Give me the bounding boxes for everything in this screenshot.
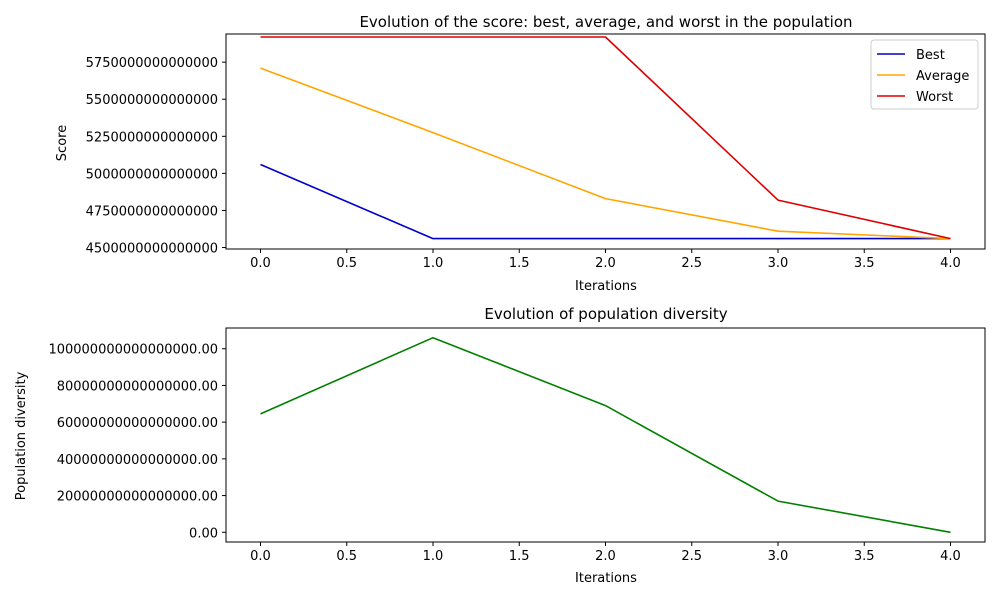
diversity-chart-lines — [260, 336, 951, 534]
y-tick-label: 4750000000000000 — [86, 204, 218, 219]
score-chart-legend: Best Average Worst — [870, 39, 979, 110]
legend-label-best: Best — [916, 48, 945, 63]
x-tick-label: 0.0 — [250, 549, 271, 564]
y-tick-label: 80000000000000000.00 — [57, 379, 218, 394]
x-tick-label: 0.0 — [250, 256, 271, 271]
x-tick-label: 3.0 — [768, 549, 789, 564]
y-tick-label: 5500000000000000 — [86, 93, 218, 108]
x-tick-label: 2.0 — [595, 256, 616, 271]
score-chart-x-axis-label: Iterations — [575, 279, 637, 294]
diversity-chart-y-axis-label: Population diversity — [14, 371, 29, 500]
y-tick-label: 5250000000000000 — [86, 130, 218, 145]
diversity-chart-title: Evolution of population diversity — [484, 305, 727, 323]
score-chart-lines — [260, 36, 951, 240]
y-tick-label: 0.00 — [189, 526, 218, 541]
legend-label-worst: Worst — [916, 90, 953, 105]
x-tick-label: 0.5 — [336, 256, 357, 271]
score-chart: Evolution of the score: best, average, a… — [55, 13, 986, 294]
y-tick-label: 100000000000000000.00 — [48, 343, 218, 358]
y-tick-label: 40000000000000000.00 — [57, 453, 218, 468]
diversity-chart-y-ticks: 0.00 20000000000000000.00 4000000000000000… — [48, 343, 226, 541]
x-tick-label: 2.5 — [681, 549, 702, 564]
y-tick-label: 5750000000000000 — [86, 56, 218, 71]
score-chart-y-ticks: 4500000000000000 4750000000000000 50000000… — [86, 56, 226, 257]
x-tick-label: 2.5 — [681, 256, 702, 271]
score-chart-x-ticks: 0.0 0.5 1.0 1.5 2.0 2.5 3.0 3.5 4.0 — [250, 249, 961, 271]
y-tick-label: 4500000000000000 — [86, 242, 218, 257]
x-tick-label: 1.0 — [423, 256, 444, 271]
x-tick-label: 3.5 — [854, 256, 875, 271]
series-line-worst — [260, 36, 951, 240]
x-tick-label: 1.5 — [509, 549, 530, 564]
diversity-chart-x-ticks: 0.0 0.5 1.0 1.5 2.0 2.5 3.0 3.5 4.0 — [250, 542, 961, 564]
legend-label-average: Average — [916, 69, 969, 84]
x-tick-label: 3.5 — [854, 549, 875, 564]
x-tick-label: 1.5 — [509, 256, 530, 271]
score-chart-y-axis-label: Score — [55, 125, 70, 161]
x-tick-label: 3.0 — [768, 256, 789, 271]
diversity-chart: Evolution of population diversity 0.0 0.5… — [14, 305, 986, 586]
y-tick-label: 60000000000000000.00 — [57, 416, 218, 431]
x-tick-label: 0.5 — [336, 549, 357, 564]
y-tick-label: 20000000000000000.00 — [57, 490, 218, 505]
diversity-chart-x-axis-label: Iterations — [575, 571, 637, 586]
series-line-average — [260, 67, 951, 240]
x-tick-label: 4.0 — [940, 256, 961, 271]
y-tick-label: 5000000000000000 — [86, 167, 218, 182]
x-tick-label: 2.0 — [595, 549, 616, 564]
series-line-best — [260, 163, 951, 240]
legend-box — [870, 39, 979, 110]
series-line-diversity — [260, 336, 951, 534]
x-tick-label: 4.0 — [940, 549, 961, 564]
score-chart-title: Evolution of the score: best, average, a… — [359, 13, 852, 31]
x-tick-label: 1.0 — [423, 549, 444, 564]
